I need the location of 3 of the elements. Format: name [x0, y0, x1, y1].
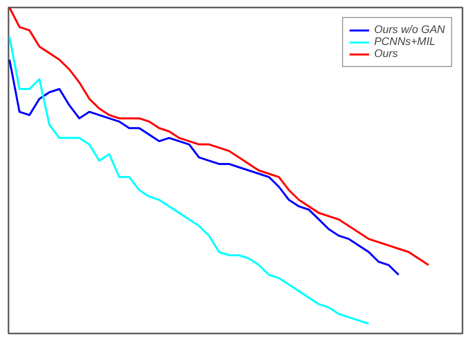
- legend-label: Ours w/o GAN: [374, 24, 445, 36]
- legend-label: PCNNs+MIL: [374, 36, 436, 48]
- legend-label: Ours: [374, 48, 398, 60]
